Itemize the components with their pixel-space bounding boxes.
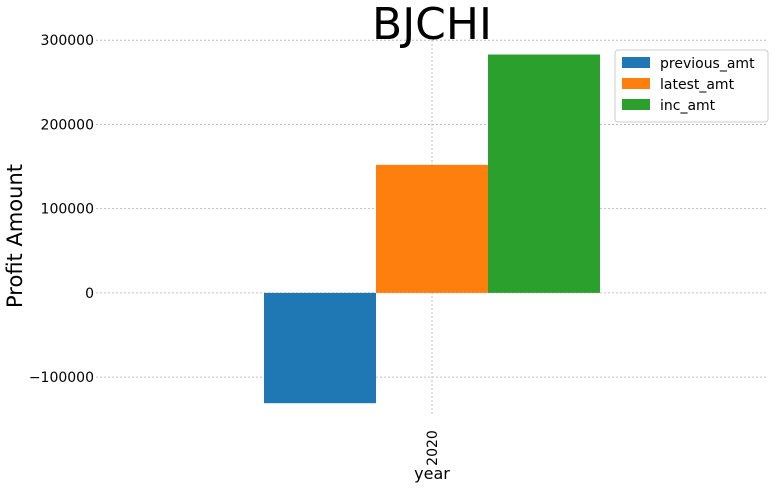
legend-swatch-latest_amt: [622, 78, 650, 89]
y-tick-label: 300000: [41, 33, 94, 49]
y-tick-label: −100000: [29, 370, 94, 386]
legend-label-inc_amt: inc_amt: [660, 98, 716, 114]
x-tick-label: 2020: [425, 430, 441, 466]
bar-previous_amt: [264, 292, 376, 404]
y-tick-label: 200000: [41, 117, 94, 133]
x-tick-labels: 2020: [425, 430, 441, 466]
legend-label-latest_amt: latest_amt: [660, 77, 735, 93]
legend: previous_amt latest_amt inc_amt: [614, 49, 769, 123]
y-axis-label: Profit Amount: [3, 164, 27, 308]
x-axis-label: year: [414, 464, 450, 483]
legend-label-previous_amt: previous_amt: [660, 56, 755, 72]
bar-inc_amt: [488, 54, 600, 293]
y-tick-label: 100000: [41, 202, 94, 218]
legend-swatch-previous_amt: [622, 57, 650, 68]
chart-title: BJCHI: [372, 0, 492, 50]
legend-frame: [614, 49, 769, 123]
y-tick-label: 0: [85, 286, 94, 302]
bar-latest_amt: [376, 164, 488, 293]
legend-swatch-inc_amt: [622, 99, 650, 110]
bars: [264, 54, 600, 404]
y-tick-labels: −100000 0 100000 200000 300000: [29, 33, 94, 386]
